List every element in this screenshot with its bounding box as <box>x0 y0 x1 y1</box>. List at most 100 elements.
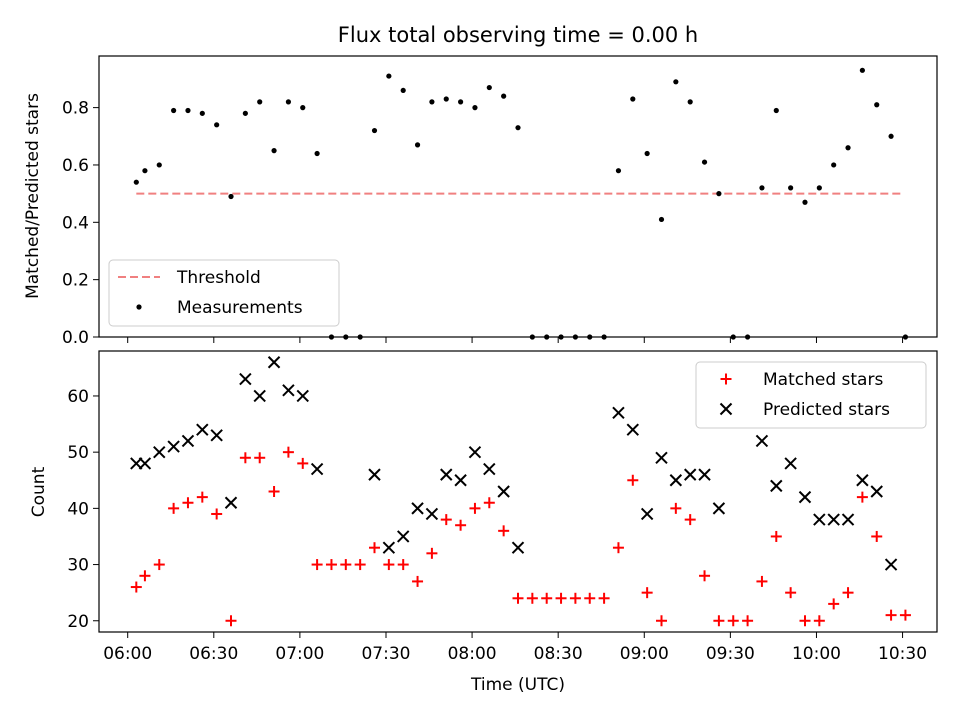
legend-threshold-label: Threshold <box>176 268 261 288</box>
matched-star-point <box>541 592 553 604</box>
legend-measurements-label: Measurements <box>177 298 303 318</box>
matched-star-point <box>742 615 754 627</box>
legend-predicted-label: Predicted stars <box>763 400 890 420</box>
legend-matched-swatch <box>720 373 732 385</box>
matched-star-point <box>383 559 395 571</box>
matched-star-point <box>211 508 223 520</box>
predicted-star-point <box>181 434 195 448</box>
top-y-tick-label: 0.0 <box>62 328 89 348</box>
matched-star-point <box>598 592 610 604</box>
measurement-point <box>386 73 392 79</box>
predicted-star-point <box>411 502 424 515</box>
matched-star-point <box>569 592 581 604</box>
top-ylabel: Matched/Predicted stars <box>23 93 43 299</box>
top-y-tick-label: 0.4 <box>62 213 89 233</box>
predicted-star-point <box>138 457 152 470</box>
matched-star-point <box>325 559 337 571</box>
predicted-star-point <box>440 468 453 481</box>
predicted-star-point <box>511 541 525 554</box>
matched-star-point <box>627 474 639 486</box>
predicted-star-point <box>827 513 840 526</box>
matched-star-point <box>426 547 438 559</box>
matched-star-point <box>340 559 352 571</box>
predicted-star-point <box>282 384 295 397</box>
measurement-point <box>816 185 822 191</box>
matched-star-point <box>354 559 366 571</box>
predicted-star-point <box>468 445 482 459</box>
matched-star-point <box>225 615 237 627</box>
measurement-point <box>228 193 234 200</box>
matched-star-point <box>699 570 711 582</box>
predicted-star-point <box>167 440 180 453</box>
top-legend-box <box>108 259 340 327</box>
matched-star-point <box>311 559 323 571</box>
measurement-point <box>214 122 220 128</box>
predicted-star-point <box>425 507 439 521</box>
predicted-star-point <box>253 389 266 403</box>
matched-star-point <box>268 486 280 497</box>
predicted-star-point <box>483 462 496 476</box>
predicted-star-point <box>798 490 812 504</box>
predicted-star-point <box>239 372 252 386</box>
matched-star-point <box>655 615 667 627</box>
measurement-point <box>845 145 851 151</box>
measurement-point <box>716 191 722 197</box>
bottom-y-tick-label: 20 <box>67 612 89 632</box>
bottom-x-tick-label: 06:00 <box>103 644 152 664</box>
predicted-star-point <box>712 502 726 515</box>
measurement-point <box>400 87 406 94</box>
measurement-point <box>759 185 765 191</box>
top-marks <box>133 67 909 340</box>
measurement-point <box>185 107 191 114</box>
measurement-point <box>788 185 794 191</box>
measurement-point <box>888 133 894 139</box>
bottom-x-tick-label: 10:00 <box>792 644 841 664</box>
bottom-ylabel: Count <box>29 466 49 517</box>
matched-star-point <box>856 491 868 503</box>
matched-star-point <box>239 452 251 464</box>
matched-star-point <box>196 491 208 503</box>
top-y-tick-label: 0.6 <box>62 156 89 176</box>
matched-star-point <box>842 587 854 599</box>
measurement-point <box>242 110 248 116</box>
predicted-star-point <box>870 485 883 498</box>
bottom-legend-box <box>695 361 927 429</box>
matched-star-point <box>670 502 682 514</box>
top-legend: Threshold Measurements <box>108 259 340 327</box>
measurement-point <box>515 125 521 131</box>
bottom-x-tick-label: 09:30 <box>706 644 755 664</box>
matched-star-point <box>612 542 624 554</box>
measurement-point <box>658 216 665 223</box>
measurement-point <box>859 67 865 73</box>
measurement-point <box>831 162 837 168</box>
predicted-star-point <box>612 406 625 420</box>
matched-star-point <box>397 559 409 571</box>
matched-star-point <box>584 592 596 604</box>
matched-star-point <box>297 457 309 469</box>
predicted-star-point <box>698 468 711 481</box>
matched-star-point <box>756 575 768 587</box>
predicted-star-point <box>626 423 640 436</box>
measurement-point <box>142 168 148 174</box>
predicted-star-point <box>454 474 467 487</box>
predicted-star-point <box>497 485 510 498</box>
matched-star-point <box>526 592 538 604</box>
bottom-y-ticks: 20 30 40 50 60 <box>67 387 99 632</box>
measurement-point <box>874 102 880 108</box>
matched-star-point <box>282 446 294 458</box>
measurement-point <box>486 84 492 91</box>
predicted-star-point <box>296 389 309 403</box>
measurement-point <box>414 142 421 148</box>
predicted-star-point <box>153 445 166 459</box>
matched-star-point <box>182 497 194 509</box>
matched-star-point <box>871 530 883 542</box>
bottom-panel: Count Time (UTC) 20 30 40 50 60 06:00 06:30 07… <box>29 350 938 695</box>
bottom-legend: Matched stars Predicted stars <box>695 361 927 429</box>
measurement-point <box>673 79 679 85</box>
matched-star-point <box>512 592 524 604</box>
matched-star-point <box>828 598 840 610</box>
bottom-x-tick-label: 09:00 <box>620 644 669 664</box>
measurement-point <box>630 96 636 102</box>
measurement-point <box>271 148 277 154</box>
measurement-point <box>458 99 464 105</box>
